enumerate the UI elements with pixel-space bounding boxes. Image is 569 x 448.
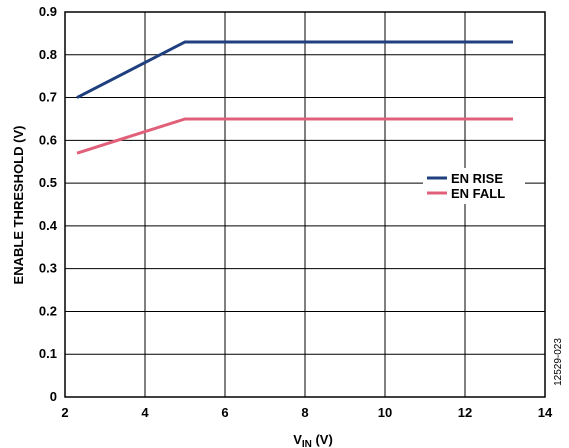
y-tick-label: 0.3 (39, 261, 57, 276)
y-axis-title: ENABLE THRESHOLD (V) (11, 126, 26, 285)
y-tick-label: 0.5 (39, 175, 57, 190)
y-tick-labels: 0 0.1 0.2 0.3 0.4 0.5 0.6 0.7 0.8 0.9 (39, 4, 58, 404)
y-tick-label: 0.7 (39, 90, 57, 105)
x-axis-title: VIN (V) (293, 432, 333, 448)
figure-id: 12529-023 (553, 338, 564, 386)
x-tick-labels: 2 4 6 8 10 12 14 (61, 405, 553, 420)
x-axis-title-subscript: IN (302, 439, 312, 448)
legend-label: EN FALL (451, 186, 505, 201)
y-tick-label: 0.6 (39, 132, 57, 147)
x-tick-label: 10 (378, 405, 392, 420)
y-tick-label: 0.1 (39, 346, 57, 361)
y-tick-label: 0.4 (39, 218, 58, 233)
x-tick-label: 12 (458, 405, 472, 420)
x-axis-title-unit: (V) (312, 432, 333, 447)
legend-label: EN RISE (451, 171, 503, 186)
x-tick-label: 4 (141, 405, 149, 420)
grid (64, 11, 546, 398)
legend-background (423, 168, 525, 204)
x-tick-label: 6 (221, 405, 228, 420)
series-line-en-rise (76, 40, 513, 99)
x-tick-label: 8 (301, 405, 308, 420)
series-lines (76, 40, 513, 155)
series-line-en-fall (76, 117, 513, 155)
x-tick-label: 14 (538, 405, 553, 420)
y-tick-label: 0 (50, 389, 57, 404)
x-axis-title-main: V (293, 432, 302, 447)
y-tick-label: 0.9 (39, 4, 57, 19)
y-tick-label: 0.8 (39, 47, 57, 62)
y-tick-label: 0.2 (39, 303, 57, 318)
x-tick-label: 2 (61, 405, 68, 420)
plot-frame (64, 11, 546, 398)
